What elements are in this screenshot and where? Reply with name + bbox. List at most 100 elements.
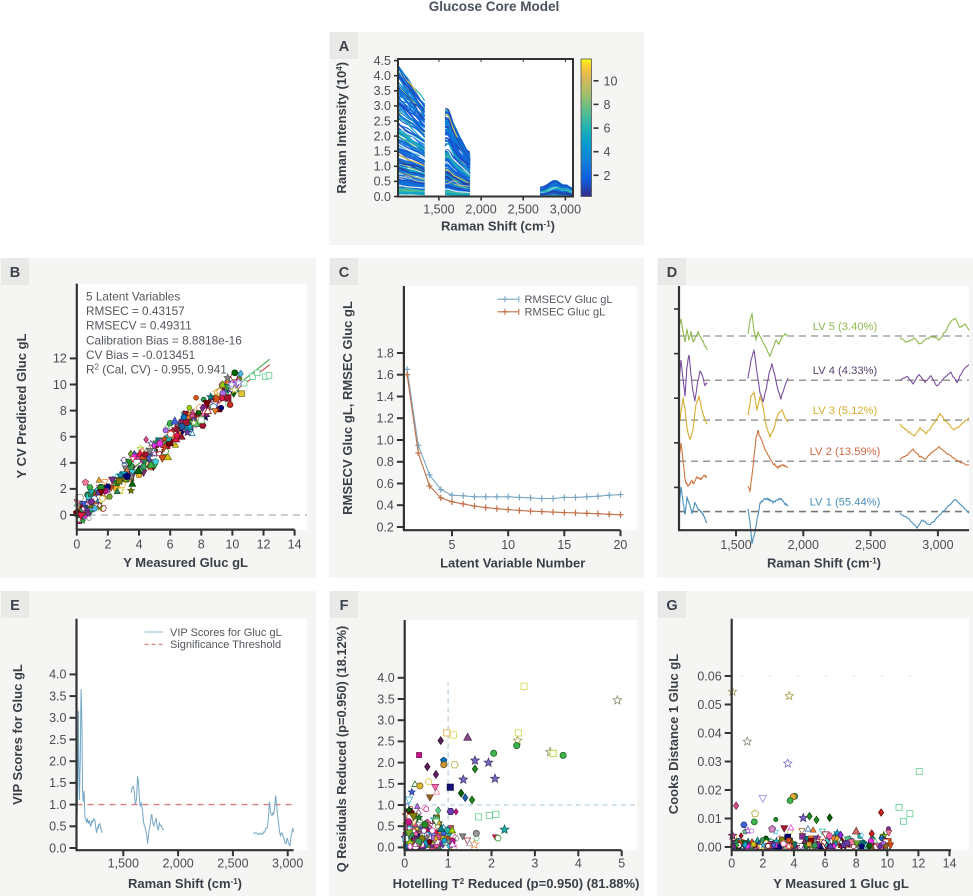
svg-text:0.02: 0.02 bbox=[697, 783, 721, 797]
svg-text:6: 6 bbox=[822, 857, 829, 871]
svg-text:Raman Shift (cm-1): Raman Shift (cm-1) bbox=[441, 219, 555, 234]
svg-text:LV 3 (5.12%): LV 3 (5.12%) bbox=[813, 405, 878, 417]
svg-text:0.4: 0.4 bbox=[377, 499, 394, 513]
svg-text:3.5: 3.5 bbox=[374, 84, 391, 98]
svg-text:0.06: 0.06 bbox=[697, 669, 721, 683]
svg-text:G: G bbox=[666, 598, 677, 614]
svg-text:0.5: 0.5 bbox=[49, 820, 66, 834]
svg-text:6: 6 bbox=[604, 122, 611, 136]
svg-text:20: 20 bbox=[613, 538, 627, 552]
svg-text:3.0: 3.0 bbox=[49, 711, 66, 725]
svg-text:10: 10 bbox=[880, 857, 894, 871]
svg-text:10: 10 bbox=[604, 74, 618, 88]
svg-text:2.0: 2.0 bbox=[377, 756, 394, 770]
svg-text:CV Bias = -0.013451: CV Bias = -0.013451 bbox=[86, 348, 195, 362]
svg-text:Y CV Predicted Gluc gL: Y CV Predicted Gluc gL bbox=[14, 333, 29, 478]
svg-text:0.0: 0.0 bbox=[377, 841, 394, 855]
svg-text:0.00: 0.00 bbox=[697, 840, 721, 854]
svg-text:1.0: 1.0 bbox=[374, 160, 391, 174]
svg-text:14: 14 bbox=[943, 857, 957, 871]
svg-text:RMSEC Gluc gL: RMSEC Gluc gL bbox=[525, 307, 606, 319]
svg-text:4: 4 bbox=[136, 538, 143, 552]
svg-text:1.6: 1.6 bbox=[377, 368, 394, 382]
svg-text:2.0: 2.0 bbox=[374, 129, 391, 143]
svg-text:14: 14 bbox=[288, 538, 302, 552]
svg-text:1.4: 1.4 bbox=[377, 390, 394, 404]
svg-text:1.5: 1.5 bbox=[374, 145, 391, 159]
svg-text:3.5: 3.5 bbox=[377, 692, 394, 706]
svg-text:10: 10 bbox=[225, 538, 239, 552]
svg-text:10: 10 bbox=[53, 378, 67, 392]
svg-text:1.5: 1.5 bbox=[377, 777, 394, 791]
svg-text:3,000: 3,000 bbox=[272, 857, 303, 871]
svg-text:0.05: 0.05 bbox=[697, 698, 721, 712]
svg-text:Cooks Distance 1 Gluc gL: Cooks Distance 1 Gluc gL bbox=[666, 654, 681, 814]
svg-text:Y Measured 1 Gluc gL: Y Measured 1 Gluc gL bbox=[773, 876, 909, 891]
svg-text:2: 2 bbox=[488, 857, 495, 871]
svg-text:Significance Threshold: Significance Threshold bbox=[170, 639, 281, 651]
svg-text:0.0: 0.0 bbox=[374, 190, 391, 204]
svg-text:2: 2 bbox=[604, 169, 611, 183]
svg-text:2,000: 2,000 bbox=[465, 203, 496, 217]
svg-text:D: D bbox=[667, 265, 677, 281]
svg-text:8: 8 bbox=[198, 538, 205, 552]
svg-text:3,000: 3,000 bbox=[922, 538, 953, 552]
svg-text:Hotelling T2 Reduced (p=0.950): Hotelling T2 Reduced (p=0.950) (81.88%) bbox=[393, 876, 640, 891]
svg-text:LV 1 (55.44%): LV 1 (55.44%) bbox=[810, 497, 881, 509]
svg-text:4.0: 4.0 bbox=[49, 668, 66, 682]
svg-text:1.8: 1.8 bbox=[377, 346, 394, 360]
svg-text:4: 4 bbox=[790, 857, 797, 871]
svg-text:Latent Variable Number: Latent Variable Number bbox=[440, 556, 585, 571]
svg-text:1,500: 1,500 bbox=[720, 538, 751, 552]
svg-text:2.0: 2.0 bbox=[49, 755, 66, 769]
svg-text:12: 12 bbox=[53, 352, 67, 366]
svg-text:1.0: 1.0 bbox=[377, 798, 394, 812]
svg-text:0.01: 0.01 bbox=[697, 812, 721, 826]
svg-text:4: 4 bbox=[604, 145, 611, 159]
svg-text:1: 1 bbox=[445, 857, 452, 871]
svg-text:2.5: 2.5 bbox=[49, 733, 66, 747]
svg-text:3.0: 3.0 bbox=[377, 714, 394, 728]
svg-text:1.2: 1.2 bbox=[377, 412, 394, 426]
svg-text:LV 4 (4.33%): LV 4 (4.33%) bbox=[813, 365, 878, 377]
svg-text:B: B bbox=[10, 265, 20, 281]
svg-text:RMSECV Gluc gL, RMSEC Gluc gL: RMSECV Gluc gL, RMSEC Gluc gL bbox=[340, 301, 355, 515]
svg-text:1,500: 1,500 bbox=[423, 203, 454, 217]
svg-text:2,500: 2,500 bbox=[508, 203, 539, 217]
svg-text:2,500: 2,500 bbox=[855, 538, 886, 552]
svg-text:R2 (Cal, CV) - 0.955, 0.941: R2 (Cal, CV) - 0.955, 0.941 bbox=[86, 363, 227, 377]
svg-text:2,000: 2,000 bbox=[162, 857, 193, 871]
svg-text:6: 6 bbox=[167, 538, 174, 552]
svg-text:1,500: 1,500 bbox=[108, 857, 139, 871]
svg-text:0: 0 bbox=[728, 857, 735, 871]
svg-text:0: 0 bbox=[73, 538, 80, 552]
svg-text:F: F bbox=[340, 598, 349, 614]
svg-text:10: 10 bbox=[501, 538, 515, 552]
svg-text:0.0: 0.0 bbox=[49, 841, 66, 855]
svg-text:C: C bbox=[339, 265, 350, 281]
svg-text:A: A bbox=[339, 39, 350, 55]
svg-text:Raman Intensity (104): Raman Intensity (104) bbox=[334, 62, 349, 194]
svg-text:5 Latent Variables: 5 Latent Variables bbox=[86, 290, 180, 304]
svg-text:E: E bbox=[10, 598, 20, 614]
svg-text:RMSECV = 0.49311: RMSECV = 0.49311 bbox=[86, 319, 192, 333]
svg-text:4.0: 4.0 bbox=[377, 671, 394, 685]
svg-text:2: 2 bbox=[759, 857, 766, 871]
svg-text:0.6: 0.6 bbox=[377, 477, 394, 491]
svg-text:12: 12 bbox=[257, 538, 271, 552]
svg-text:1.0: 1.0 bbox=[49, 798, 66, 812]
svg-text:6: 6 bbox=[60, 430, 67, 444]
svg-text:15: 15 bbox=[557, 538, 571, 552]
svg-text:Raman Shift (cm-1): Raman Shift (cm-1) bbox=[128, 876, 242, 891]
svg-text:1.0: 1.0 bbox=[377, 433, 394, 447]
svg-text:0: 0 bbox=[401, 857, 408, 871]
svg-text:12: 12 bbox=[911, 857, 925, 871]
svg-text:3,000: 3,000 bbox=[550, 203, 581, 217]
svg-text:3.0: 3.0 bbox=[374, 99, 391, 113]
svg-text:4: 4 bbox=[60, 456, 67, 470]
svg-text:2,500: 2,500 bbox=[217, 857, 248, 871]
svg-text:2.5: 2.5 bbox=[374, 114, 391, 128]
svg-text:4.5: 4.5 bbox=[374, 54, 391, 68]
svg-text:5: 5 bbox=[618, 857, 625, 871]
svg-text:VIP Scores for Gluc gL: VIP Scores for Gluc gL bbox=[10, 664, 25, 805]
